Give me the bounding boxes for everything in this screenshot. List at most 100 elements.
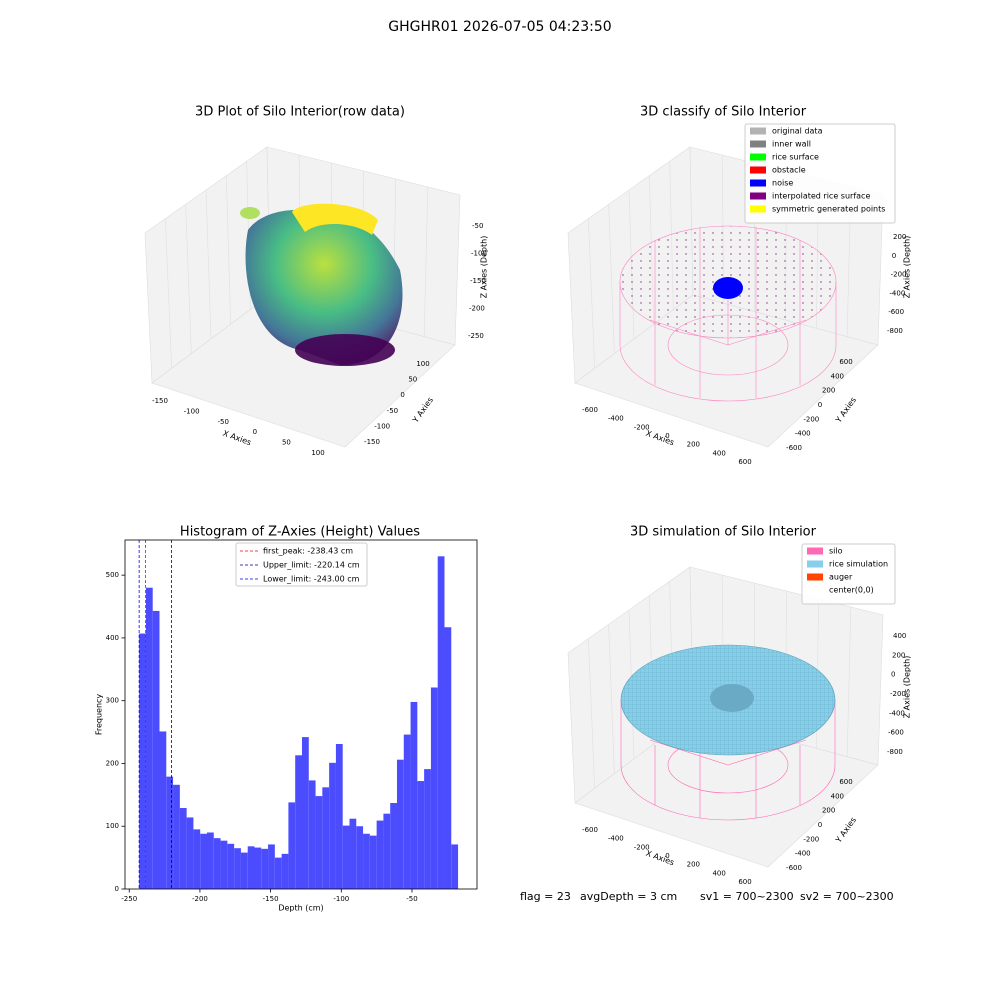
bar — [193, 829, 201, 889]
y-tick-label: 200 — [822, 387, 835, 395]
legend: first_peak: -238.43 cm Upper_limit: -220.… — [235, 542, 368, 587]
x-tick-label: 0 — [665, 432, 669, 440]
z-axis-label: Z Axies (Depth) — [903, 236, 912, 299]
bar — [247, 846, 255, 889]
bar — [295, 755, 302, 889]
y-tick-label: 500 — [106, 571, 119, 579]
status-text: sv2 = 700~2300 — [800, 890, 894, 903]
x-tick-label: -400 — [608, 835, 624, 843]
y-tick-label: 400 — [831, 372, 844, 380]
x-axis-label: Depth (cm) — [278, 904, 323, 913]
z-tick-label: 400 — [893, 632, 906, 640]
y-tick-label: 0 — [400, 391, 404, 399]
x-tick-label: -200 — [192, 895, 208, 903]
bar — [335, 744, 343, 889]
grid-3d — [165, 218, 172, 369]
legend-swatch — [807, 586, 823, 594]
legend-swatch — [750, 205, 766, 213]
status-text: flag = 23 — [520, 890, 571, 903]
bar — [417, 781, 425, 889]
y-tick-label: 0 — [818, 821, 822, 829]
grid-3d — [588, 638, 595, 789]
legend-label: inner wall — [772, 140, 811, 149]
z-tick-label: -200 — [891, 271, 907, 279]
legend-label: Upper_limit: -220.14 cm — [263, 561, 360, 570]
z-tick-label: 200 — [892, 651, 905, 659]
bar — [281, 853, 289, 889]
x-tick-label: 600 — [738, 878, 751, 886]
legend-label: center(0,0) — [829, 586, 874, 595]
y-tick-label: 400 — [831, 792, 844, 800]
z-tick-label: -400 — [889, 289, 905, 297]
bar — [403, 734, 411, 889]
x-tick-label: 0 — [665, 852, 669, 860]
bar — [424, 769, 431, 889]
y-tick-label: 400 — [106, 634, 119, 642]
y-tick-label: -150 — [364, 438, 380, 446]
legend-swatch — [750, 166, 766, 174]
bar — [186, 817, 194, 889]
bar — [288, 802, 296, 889]
grid-3d — [205, 189, 212, 340]
legend-swatch — [750, 153, 766, 161]
y-tick-label: -200 — [803, 835, 819, 843]
y-tick-label: 600 — [839, 358, 852, 366]
bar — [166, 776, 174, 889]
z-tick-label: -200 — [890, 690, 906, 698]
y-tick-label: 200 — [106, 759, 119, 767]
bar — [179, 808, 187, 889]
legend-swatch — [807, 560, 823, 568]
bar — [308, 780, 316, 889]
y-tick-label: 100 — [106, 822, 119, 830]
y-axis-label: Y Axies — [833, 816, 858, 846]
plot-title: Histogram of Z-Axies (Height) Values — [180, 525, 420, 540]
bar — [200, 833, 207, 889]
bar — [159, 731, 167, 889]
grid-3d — [608, 204, 615, 354]
legend-box — [235, 542, 368, 587]
y-tick-label: -100 — [374, 422, 390, 430]
bar — [376, 820, 384, 889]
legend-label: original data — [772, 127, 823, 136]
x-axis-label: X Axies — [645, 849, 676, 868]
noise-cloud — [713, 277, 743, 299]
grid-3d — [846, 606, 852, 757]
z-tick-label: -800 — [887, 748, 903, 756]
plot-title: 3D Plot of Silo Interior(row data) — [195, 105, 405, 120]
status-text: sv1 = 700~2300 — [700, 890, 794, 903]
x-tick-label: -100 — [333, 895, 349, 903]
z-tick-label: -800 — [887, 327, 903, 335]
x-tick-label: 200 — [687, 441, 700, 449]
bar — [322, 787, 330, 889]
y-tick-label: 50 — [408, 376, 417, 384]
bar — [349, 818, 357, 889]
legend-label: obstacle — [772, 166, 806, 175]
y-tick-label: -200 — [803, 415, 819, 423]
x-tick-label: 400 — [712, 869, 725, 877]
bar — [227, 843, 235, 889]
plot-title: 3D simulation of Silo Interior — [630, 525, 817, 540]
x-tick-label: 200 — [687, 861, 700, 869]
silo-simulation — [620, 644, 836, 821]
grid-3d — [423, 186, 429, 337]
bar — [437, 556, 445, 889]
bar — [451, 844, 459, 889]
y-tick-label: 0 — [818, 401, 822, 409]
z-tick-label: -250 — [468, 332, 484, 340]
bar — [206, 832, 214, 889]
grid-3d — [185, 204, 192, 354]
bar — [390, 803, 397, 889]
x-tick-label: 400 — [712, 449, 725, 457]
bar — [383, 813, 391, 889]
plot-frame — [124, 539, 478, 890]
y-axis-label: Y Axies — [410, 396, 435, 426]
legend-swatch — [750, 179, 766, 187]
bar — [363, 833, 370, 889]
y-tick-label: -600 — [786, 864, 802, 872]
x-axis-label: X Axies — [222, 429, 253, 448]
bar — [369, 835, 377, 889]
x-tick-label: -50 — [217, 418, 228, 426]
x-tick-label: -150 — [263, 895, 279, 903]
legend-label: silo — [829, 547, 843, 556]
decor — [240, 203, 837, 821]
